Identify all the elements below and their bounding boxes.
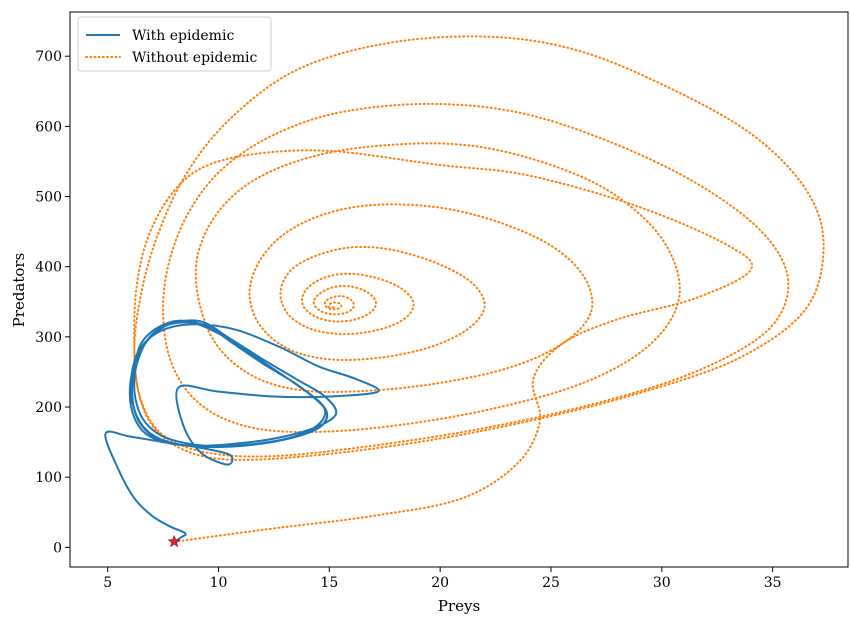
series-line-with-epidemic bbox=[104, 319, 380, 543]
y-tick-label: 100 bbox=[35, 470, 62, 486]
y-tick-label: 200 bbox=[35, 400, 62, 416]
legend-label-without-epidemic: Without epidemic bbox=[132, 50, 258, 66]
y-tick-label: 400 bbox=[35, 260, 62, 276]
legend-box bbox=[77, 16, 272, 72]
plot-area bbox=[104, 35, 825, 548]
x-tick-label: 35 bbox=[764, 575, 782, 591]
y-tick-label: 300 bbox=[35, 330, 62, 346]
y-axis: 0 100 200 300 400 500 600 700 bbox=[35, 49, 70, 556]
y-tick-label: 600 bbox=[35, 119, 62, 135]
series-line-without-epidemic bbox=[133, 35, 825, 543]
x-tick-label: 5 bbox=[103, 575, 112, 591]
y-tick-label: 700 bbox=[35, 49, 62, 65]
x-tick-label: 20 bbox=[431, 575, 449, 591]
x-tick-label: 30 bbox=[653, 575, 671, 591]
legend: With epidemic Without epidemic bbox=[77, 16, 272, 72]
x-tick-label: 25 bbox=[542, 575, 560, 591]
x-axis-label: Preys bbox=[438, 597, 480, 615]
y-tick-label: 0 bbox=[53, 540, 62, 556]
x-axis: 5 10 15 20 25 30 35 bbox=[103, 567, 782, 591]
axes-frame bbox=[69, 11, 849, 568]
y-tick-label: 500 bbox=[35, 190, 62, 206]
y-axis-label: Predators bbox=[10, 253, 28, 328]
x-tick-label: 10 bbox=[210, 575, 228, 591]
x-tick-label: 15 bbox=[320, 575, 338, 591]
legend-label-with-epidemic: With epidemic bbox=[132, 28, 234, 44]
start-point-marker bbox=[167, 534, 181, 548]
